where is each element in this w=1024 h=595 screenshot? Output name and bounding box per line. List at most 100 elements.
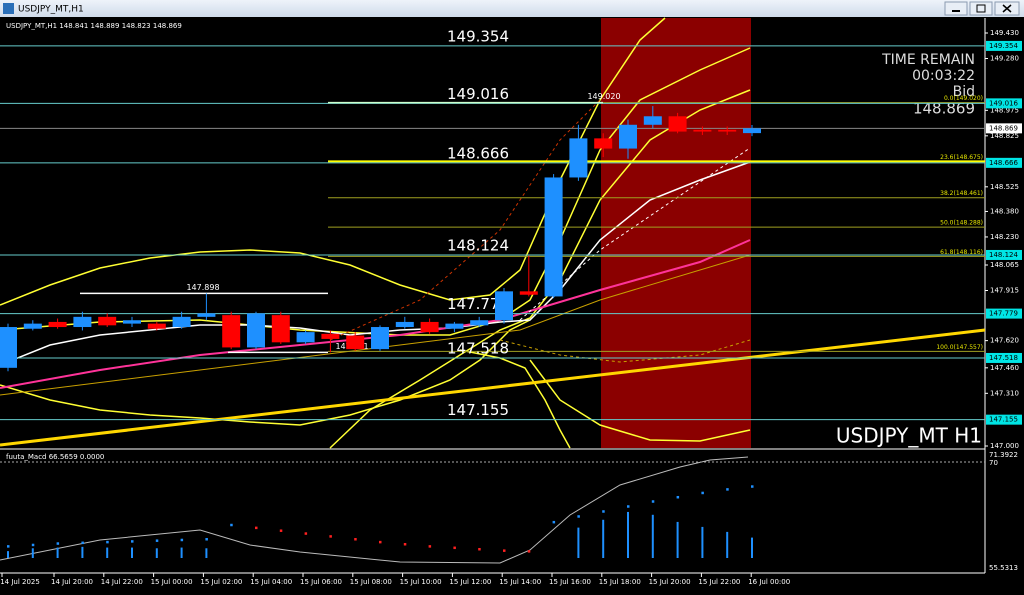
price-box bbox=[986, 308, 1022, 319]
macd-signal-dot bbox=[379, 540, 382, 544]
level-label: 147.155 bbox=[447, 401, 509, 419]
marker-label: 149.020 bbox=[587, 92, 620, 101]
candle-body bbox=[346, 335, 365, 350]
price-box bbox=[986, 352, 1022, 363]
macd-signal-dot bbox=[7, 545, 10, 548]
candle-body bbox=[470, 320, 489, 326]
time-label: 15 Jul 08:00 bbox=[350, 578, 392, 586]
macd-signal-dot bbox=[552, 520, 556, 524]
fib-label: 100.0(147.557) bbox=[936, 344, 983, 351]
price-box bbox=[986, 249, 1022, 260]
macd-signal-dot bbox=[81, 541, 84, 545]
channel-dotted bbox=[329, 99, 601, 341]
time-label: 15 Jul 18:00 bbox=[599, 578, 641, 586]
candle-body bbox=[222, 315, 241, 348]
time-remain-title: TIME REMAIN bbox=[881, 52, 975, 68]
candle-body bbox=[321, 333, 340, 339]
price-tick-label: 147.915 bbox=[990, 286, 1019, 294]
bid-value: 148.869 bbox=[913, 100, 975, 118]
macd-signal-dot bbox=[106, 540, 109, 544]
macd-level: 70 bbox=[989, 459, 998, 467]
time-label: 14 Jul 20:00 bbox=[51, 578, 93, 586]
candle-body bbox=[147, 323, 166, 329]
fib-label: 61.8(148.116) bbox=[940, 249, 983, 256]
macd-signal-dot bbox=[676, 495, 680, 499]
time-label: 15 Jul 02:00 bbox=[200, 578, 242, 586]
macd-signal-dot bbox=[56, 542, 60, 545]
level-label: 149.016 bbox=[447, 85, 509, 103]
time-label: 15 Jul 14:00 bbox=[499, 578, 541, 586]
time-remain-value: 00:03:22 bbox=[912, 68, 975, 84]
macd-signal-dot bbox=[180, 538, 184, 542]
price-box-label: 147.779 bbox=[989, 310, 1018, 318]
macd-signal-dot bbox=[478, 547, 481, 551]
bid-label: Bid bbox=[953, 84, 975, 100]
app-icon bbox=[3, 3, 14, 14]
symbol-label: USDJPY_MT H1 bbox=[836, 424, 982, 448]
slow-average bbox=[0, 254, 751, 396]
price-box-label: 149.354 bbox=[989, 42, 1018, 50]
time-label: 15 Jul 06:00 bbox=[300, 578, 342, 586]
candle-body bbox=[643, 116, 662, 125]
trend-line bbox=[0, 328, 986, 447]
candle-body bbox=[693, 129, 712, 132]
level-label: 147.518 bbox=[447, 339, 509, 357]
chart-info: USDJPY_MT,H1 148.841 148.889 148.823 148… bbox=[6, 22, 182, 30]
candle-body bbox=[0, 327, 17, 368]
price-box bbox=[986, 414, 1022, 425]
marker-label: 147.898 bbox=[186, 283, 219, 292]
candle-body bbox=[743, 128, 761, 134]
macd-signal-dot bbox=[577, 515, 580, 518]
bid-box-label: 148.869 bbox=[989, 124, 1018, 132]
price-tick-label: 148.380 bbox=[990, 207, 1019, 215]
price-tick-label: 147.620 bbox=[990, 337, 1019, 345]
macd-signal-dot bbox=[453, 546, 456, 550]
candle-body bbox=[395, 321, 414, 328]
price-tick-label: 148.975 bbox=[990, 106, 1019, 114]
fib-label: 0.0(149.020) bbox=[944, 95, 983, 102]
candle-body bbox=[296, 332, 315, 343]
macd-signal-dot bbox=[751, 485, 754, 488]
price-box-label: 148.666 bbox=[989, 159, 1018, 167]
bid-box bbox=[986, 123, 1022, 134]
price-box-label: 147.155 bbox=[989, 416, 1018, 424]
price-tick-label: 147.460 bbox=[990, 364, 1019, 372]
price-box-label: 148.124 bbox=[989, 251, 1018, 259]
restore-button[interactable] bbox=[969, 1, 993, 16]
window-title: USDJPY_MT,H1 bbox=[18, 5, 84, 15]
macd-signal-dot bbox=[354, 538, 357, 541]
macd-line bbox=[0, 456, 749, 564]
pink-average bbox=[0, 239, 751, 389]
lower-band-3 bbox=[529, 359, 751, 442]
session-zone bbox=[601, 18, 751, 448]
candle-body bbox=[23, 323, 42, 329]
candle-body bbox=[48, 321, 67, 328]
price-tick-label: 147.310 bbox=[990, 389, 1019, 397]
mid-band bbox=[329, 89, 751, 449]
price-tick-label: 148.525 bbox=[990, 183, 1019, 191]
candle-body bbox=[371, 327, 389, 350]
macd-signal-dot bbox=[31, 543, 35, 547]
macd-signal-dot bbox=[627, 505, 630, 508]
candle-body bbox=[445, 323, 464, 329]
macd-signal-dot bbox=[503, 549, 506, 552]
minimize-button[interactable] bbox=[944, 1, 968, 16]
candle-body bbox=[619, 124, 637, 149]
macd-signal-dot bbox=[527, 550, 531, 553]
macd-top: 71.3922 bbox=[989, 451, 1018, 459]
macd-signal-dot bbox=[403, 542, 407, 546]
macd-signal-dot bbox=[155, 539, 159, 542]
macd-signal-dot bbox=[230, 523, 233, 527]
time-label: 14 Jul 2025 bbox=[0, 578, 40, 586]
macd-signal-dot bbox=[304, 532, 308, 535]
macd-signal-dot bbox=[428, 545, 432, 548]
price-box bbox=[986, 157, 1022, 168]
time-label: 15 Jul 22:00 bbox=[698, 578, 740, 586]
price-tick-label: 148.230 bbox=[990, 233, 1019, 241]
time-label: 15 Jul 10:00 bbox=[400, 578, 442, 586]
time-label: 14 Jul 22:00 bbox=[101, 578, 143, 586]
level-label: 148.124 bbox=[447, 236, 509, 254]
window-buttons bbox=[944, 1, 1020, 16]
